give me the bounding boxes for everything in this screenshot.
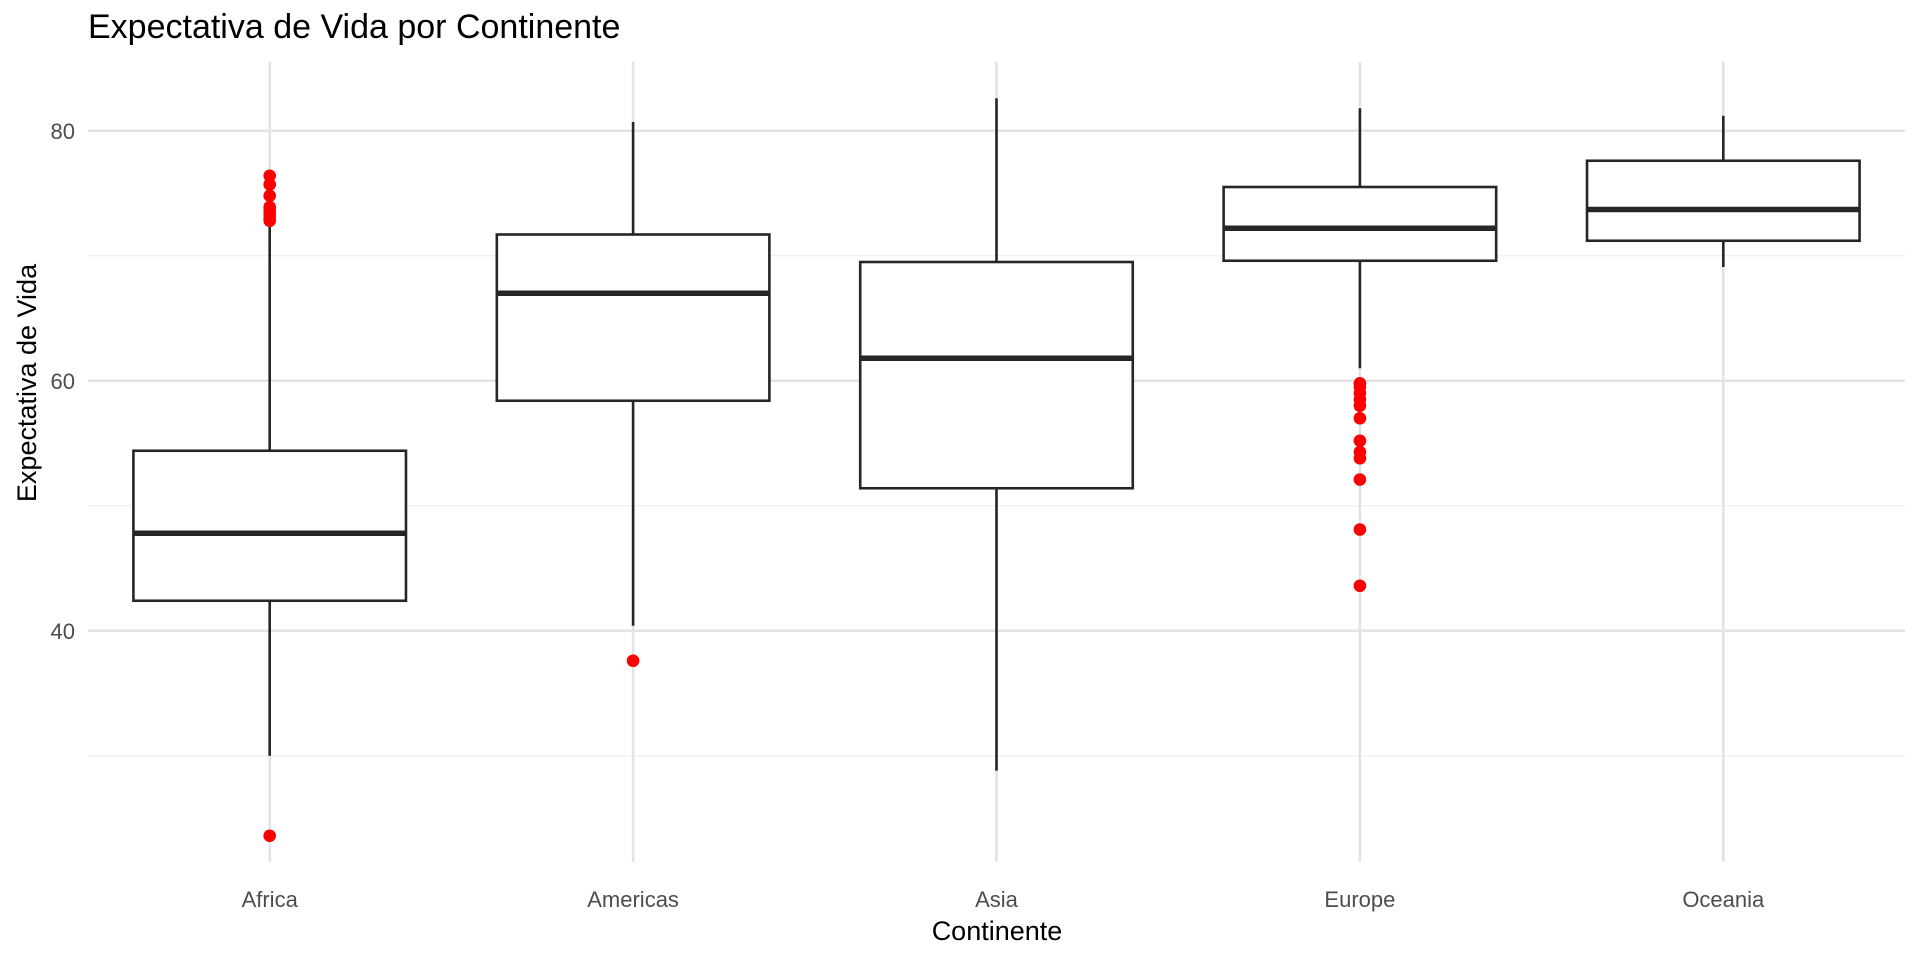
outlier-point[interactable]: [263, 169, 276, 182]
iqr-box[interactable]: [133, 451, 406, 601]
outlier-point[interactable]: [1354, 446, 1367, 459]
y-tick-label: 40: [51, 619, 75, 644]
y-tick-label: 60: [51, 369, 75, 394]
outlier-point[interactable]: [1354, 377, 1367, 390]
x-tick-label: Europe: [1324, 887, 1395, 912]
outlier-point[interactable]: [1354, 434, 1367, 447]
outlier-point[interactable]: [1354, 579, 1367, 592]
iqr-box[interactable]: [1587, 161, 1860, 241]
box-asia[interactable]: [860, 98, 1133, 771]
outlier-point[interactable]: [1354, 523, 1367, 536]
outlier-point[interactable]: [263, 189, 276, 202]
iqr-box[interactable]: [860, 262, 1133, 488]
box-oceania[interactable]: [1587, 116, 1860, 267]
chart-title: Expectativa de Vida por Continente: [88, 8, 620, 46]
outlier-point[interactable]: [1354, 412, 1367, 425]
box-africa[interactable]: [133, 169, 406, 842]
box-americas[interactable]: [497, 122, 770, 667]
x-tick-label: Asia: [975, 887, 1019, 912]
x-tick-label: Americas: [587, 887, 679, 912]
y-tick-label: 80: [51, 119, 75, 144]
x-tick-label: Oceania: [1682, 887, 1765, 912]
outlier-point[interactable]: [263, 201, 276, 214]
x-axis-title: Continente: [932, 916, 1063, 946]
x-tick-label: Africa: [242, 887, 299, 912]
outlier-point[interactable]: [263, 829, 276, 842]
outlier-point[interactable]: [1354, 473, 1367, 486]
box-layer: [133, 98, 1859, 842]
iqr-box[interactable]: [497, 235, 770, 401]
iqr-box[interactable]: [1224, 187, 1497, 261]
outlier-point[interactable]: [627, 654, 640, 667]
y-axis-title: Expectativa de Vida: [12, 263, 42, 502]
